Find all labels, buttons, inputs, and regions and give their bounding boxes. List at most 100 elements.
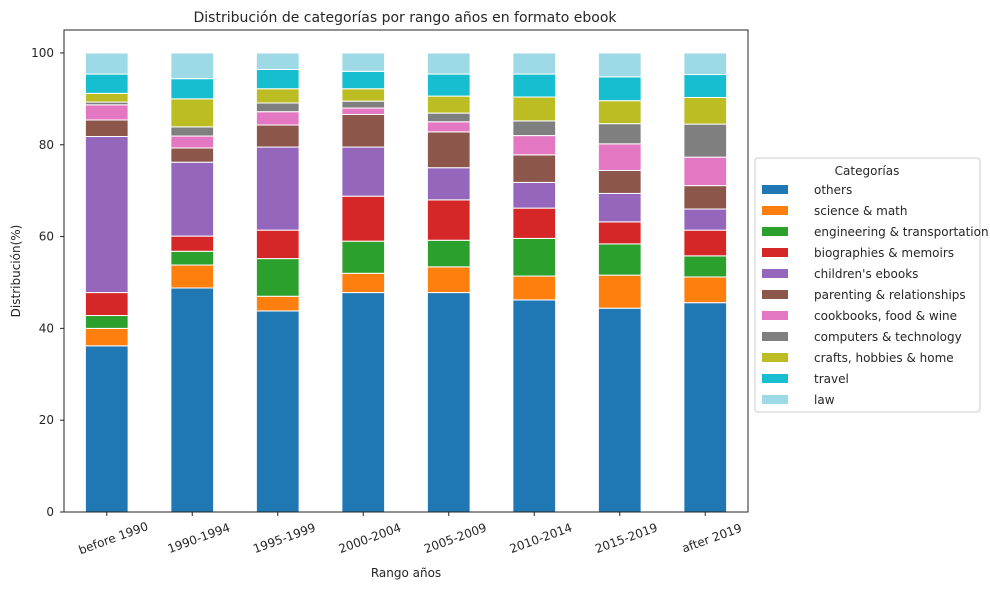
- legend-label: cookbooks, food & wine: [814, 309, 957, 323]
- bar-segment: [170, 126, 215, 137]
- x-tick-label: before 1990: [77, 519, 150, 557]
- legend-label: engineering & transportation: [814, 225, 989, 239]
- x-axis-label: Rango años: [371, 566, 441, 580]
- legend-label: children's ebooks: [814, 267, 918, 281]
- bar-segment: [597, 143, 642, 171]
- bar-segment: [683, 302, 728, 513]
- bar-segment: [341, 88, 386, 102]
- bar-segment: [170, 52, 215, 80]
- bar-segment: [426, 131, 471, 169]
- plot-frame: [63, 29, 749, 513]
- bar-segment: [512, 207, 557, 239]
- bar-segment: [84, 315, 129, 329]
- bar-segment: [255, 146, 300, 231]
- x-tick-label: 2005-2009: [422, 520, 488, 556]
- x-tick-label: 1990-1994: [166, 520, 232, 556]
- bar-segment: [426, 167, 471, 201]
- bar-segment: [341, 70, 386, 90]
- legend-label: others: [814, 183, 852, 197]
- bar-segment: [84, 104, 129, 121]
- bar-segment: [683, 229, 728, 257]
- bar-segment: [170, 98, 215, 128]
- x-tick-label: 1995-1999: [251, 520, 317, 556]
- bar-segment: [255, 229, 300, 260]
- bar-segment: [683, 255, 728, 278]
- legend-label: travel: [814, 372, 849, 386]
- legend-label: biographies & memoirs: [814, 246, 954, 260]
- bars-group: [84, 52, 728, 513]
- bar-segment: [683, 156, 728, 187]
- bar-segment: [512, 237, 557, 277]
- bar-segment: [84, 52, 129, 75]
- x-axis: before 1990 1990-1994 1995-1999 2000-2004 20…: [77, 512, 744, 557]
- bar-segment: [255, 111, 300, 126]
- bar-segment: [170, 147, 215, 163]
- bar-segment: [170, 287, 215, 513]
- x-tick-label: 2015-2019: [593, 520, 659, 556]
- bar-segment: [170, 161, 215, 237]
- bar-segment: [597, 100, 642, 125]
- bar-segment: [426, 52, 471, 75]
- bar-segment: [512, 96, 557, 122]
- bar-segment: [84, 92, 129, 103]
- legend-label: computers & technology: [814, 330, 962, 344]
- bar-segment: [84, 73, 129, 94]
- bar-segment: [426, 199, 471, 241]
- bar-segment: [683, 96, 728, 125]
- bar-segment: [512, 52, 557, 75]
- legend-label: parenting & relationships: [814, 288, 966, 302]
- y-axis-label: Distribución(%): [9, 225, 23, 318]
- bar-segment: [512, 181, 557, 209]
- bar-segment: [255, 88, 300, 104]
- legend-swatch: [762, 290, 788, 299]
- y-tick-label: 60: [39, 230, 54, 244]
- x-tick-label: after 2019: [680, 521, 744, 556]
- legend-swatch: [762, 332, 788, 341]
- bar-segment: [512, 120, 557, 137]
- bar-segment: [597, 52, 642, 78]
- bar-segment: [426, 121, 471, 133]
- bar-segment: [597, 76, 642, 102]
- bar-segment: [683, 276, 728, 304]
- chart-title: Distribución de categorías por rango año…: [193, 10, 617, 26]
- bar-segment: [683, 52, 728, 76]
- bar-segment: [512, 154, 557, 183]
- legend-title: Categorías: [835, 164, 900, 178]
- legend-label: science & math: [814, 204, 908, 218]
- legend-label: law: [814, 393, 835, 407]
- bar-segment: [597, 169, 642, 194]
- bar-segment: [341, 100, 386, 109]
- legend-frame: [754, 157, 981, 413]
- bar-segment: [84, 292, 129, 317]
- bar-segment: [255, 124, 300, 148]
- bar-segment: [341, 292, 386, 513]
- y-tick-label: 80: [39, 138, 54, 152]
- bar-segment: [341, 195, 386, 242]
- bar-segment: [512, 73, 557, 98]
- y-tick-label: 0: [46, 505, 54, 519]
- y-tick-label: 100: [31, 46, 54, 60]
- legend-swatch: [762, 353, 788, 362]
- legend-swatch: [762, 311, 788, 320]
- bar-segment: [512, 299, 557, 513]
- legend-swatch: [762, 374, 788, 383]
- y-tick-label: 40: [39, 321, 54, 335]
- bar-segment: [683, 185, 728, 210]
- bar-segment: [597, 192, 642, 223]
- bar-segment: [170, 135, 215, 149]
- bar-segment: [255, 295, 300, 312]
- legend-label: crafts, hobbies & home: [814, 351, 954, 365]
- bar-segment: [341, 113, 386, 148]
- bar-segment: [255, 310, 300, 513]
- bar-segment: [426, 292, 471, 513]
- bar-segment: [683, 123, 728, 158]
- bar-segment: [170, 78, 215, 100]
- bar-segment: [426, 266, 471, 294]
- bar-segment: [170, 250, 215, 266]
- bar-segment: [597, 274, 642, 309]
- legend-swatch: [762, 206, 788, 215]
- bar-segment: [341, 52, 386, 72]
- bar-segment: [255, 52, 300, 70]
- bar-segment: [426, 95, 471, 114]
- legend-swatch: [762, 248, 788, 257]
